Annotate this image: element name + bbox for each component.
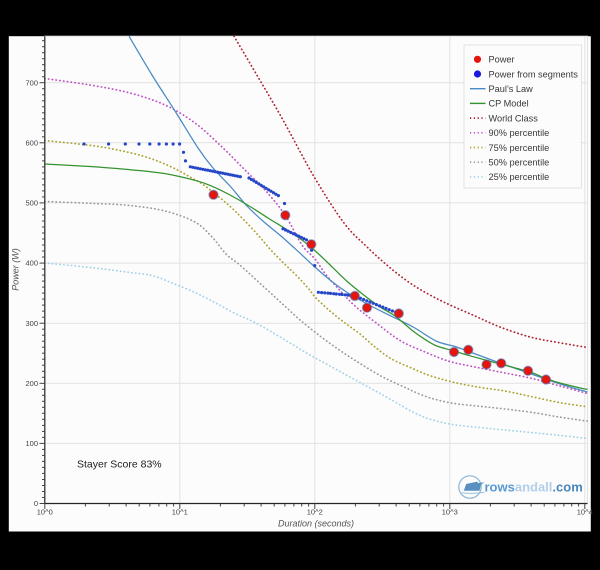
- svg-text:0: 0: [34, 499, 38, 508]
- svg-text:CP Model: CP Model: [489, 99, 529, 109]
- svg-text:25% percentile: 25% percentile: [489, 172, 550, 182]
- svg-text:Duration (seconds): Duration (seconds): [278, 519, 354, 529]
- svg-text:10^0: 10^0: [37, 508, 53, 517]
- svg-text:75% percentile: 75% percentile: [489, 143, 550, 153]
- svg-text:10^2: 10^2: [307, 508, 323, 517]
- svg-text:Stayer Score 83%: Stayer Score 83%: [77, 459, 162, 471]
- svg-text:200: 200: [25, 379, 38, 388]
- svg-text:100: 100: [25, 439, 38, 448]
- svg-text:700: 700: [25, 78, 38, 87]
- svg-text:Power from segments: Power from segments: [489, 69, 579, 79]
- svg-text:World Class: World Class: [489, 113, 539, 123]
- svg-text:10^3: 10^3: [442, 508, 458, 517]
- svg-text:Power: Power: [489, 55, 515, 65]
- svg-text:400: 400: [25, 259, 38, 268]
- svg-text:500: 500: [25, 199, 38, 208]
- svg-text:600: 600: [25, 138, 38, 147]
- svg-text:90% percentile: 90% percentile: [489, 128, 550, 138]
- svg-text:300: 300: [25, 319, 38, 328]
- svg-text:rowsandall.com: rowsandall.com: [485, 480, 583, 495]
- svg-text:Power (W): Power (W): [11, 248, 21, 291]
- svg-text:10^4: 10^4: [577, 508, 593, 517]
- svg-text:50% percentile: 50% percentile: [489, 158, 550, 168]
- svg-text:10^1: 10^1: [172, 508, 188, 517]
- svg-text:Paul’s Law: Paul’s Law: [489, 84, 534, 94]
